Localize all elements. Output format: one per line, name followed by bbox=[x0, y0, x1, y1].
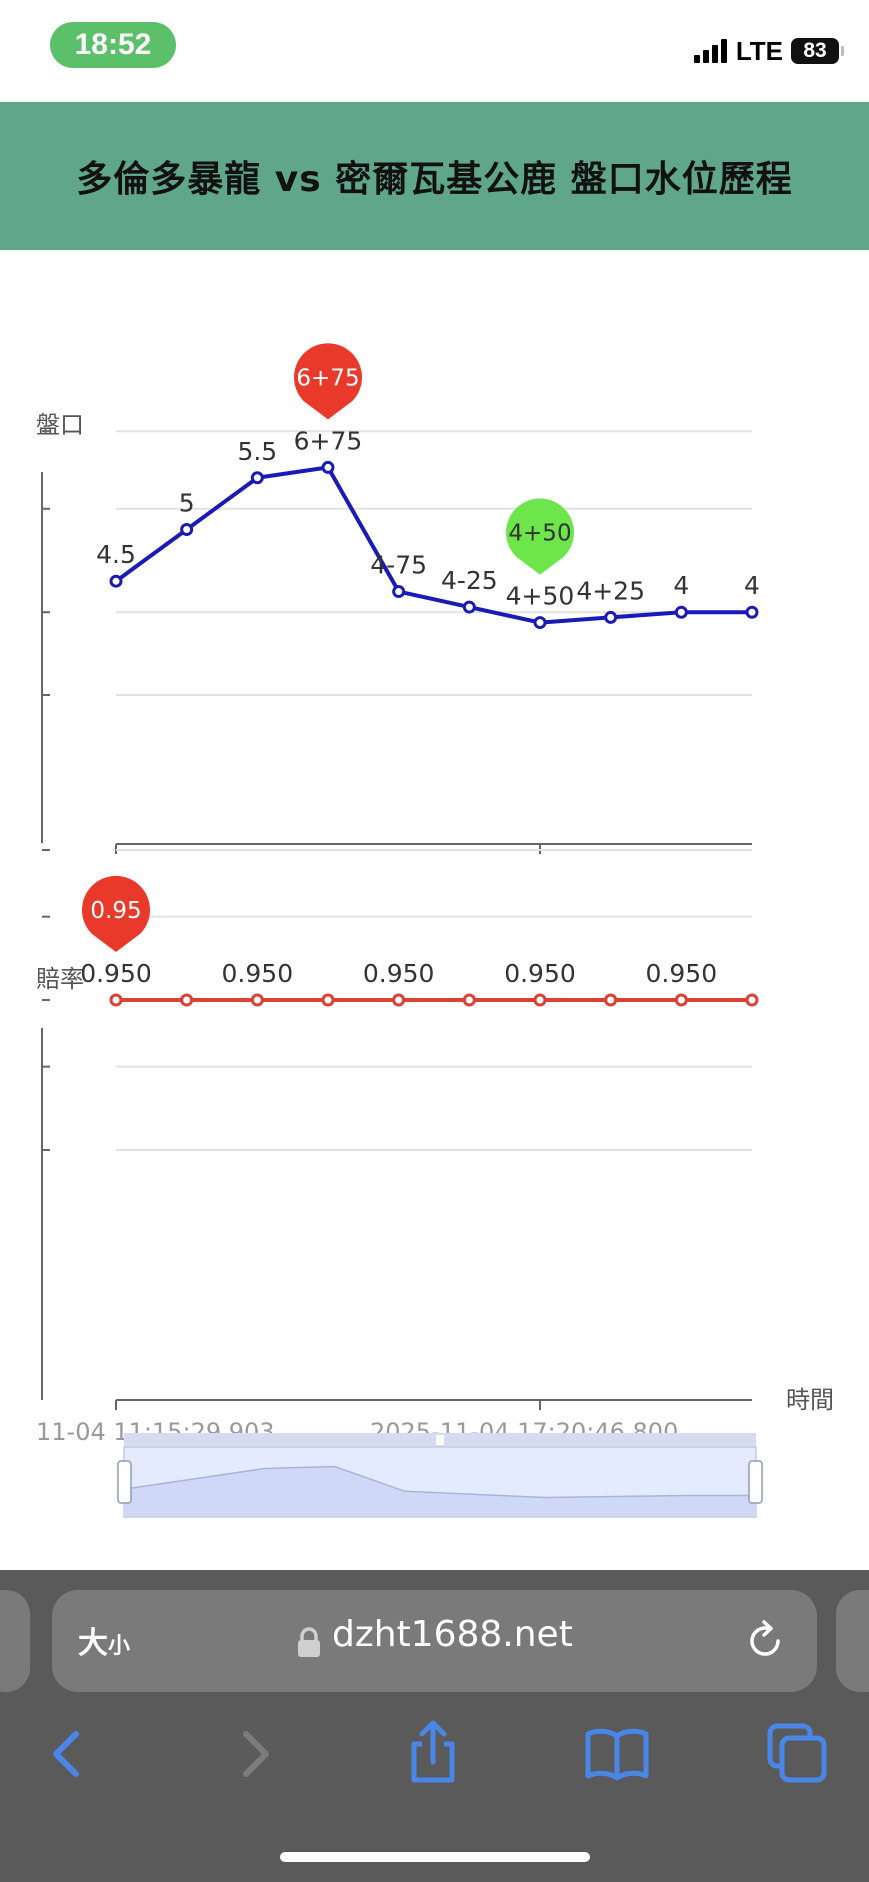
battery-icon: 83 bbox=[791, 38, 844, 64]
time-axis-title: 時間 bbox=[786, 1386, 834, 1414]
data-label: 4-25 bbox=[441, 566, 498, 595]
data-zoom-preview-line bbox=[123, 1465, 756, 1499]
markpoint-pin bbox=[293, 343, 362, 420]
data-point bbox=[109, 993, 123, 1007]
back-icon[interactable] bbox=[32, 1718, 102, 1788]
data-point bbox=[745, 993, 759, 1007]
data-label: 4.5 bbox=[96, 540, 136, 569]
data-label: 0.950 bbox=[646, 959, 718, 988]
data-point bbox=[250, 993, 264, 1007]
lock-icon bbox=[298, 1627, 320, 1657]
markpoint-label: 4+50 bbox=[508, 521, 571, 547]
data-zoom-handle-right[interactable] bbox=[748, 1460, 763, 1504]
odds-axis-title: 賠率 bbox=[36, 965, 84, 993]
data-point bbox=[604, 993, 618, 1007]
signal-icon bbox=[693, 39, 727, 63]
address-bar[interactable]: 大小 dzht1688.net bbox=[52, 1590, 817, 1692]
data-label: 0.950 bbox=[363, 959, 435, 988]
text-size-large: 大 bbox=[78, 1626, 108, 1661]
markpoint-label: 0.95 bbox=[90, 898, 141, 924]
page-title: 多倫多暴龍 vs 密爾瓦基公鹿 盤口水位歷程 bbox=[76, 159, 793, 200]
data-point bbox=[321, 460, 335, 474]
data-point bbox=[674, 993, 688, 1007]
data-label: 0.950 bbox=[504, 959, 576, 988]
previous-tab-preview[interactable] bbox=[0, 1590, 30, 1692]
data-point bbox=[250, 471, 264, 485]
handicap-axis-title: 盤口 bbox=[36, 411, 84, 439]
browser-toolbar: 大小 dzht1688.net bbox=[0, 1570, 869, 1882]
text-size-small: 小 bbox=[108, 1634, 131, 1659]
data-point bbox=[392, 585, 406, 599]
data-point bbox=[321, 993, 335, 1007]
data-point bbox=[533, 993, 547, 1007]
data-zoom-move-handle[interactable] bbox=[436, 1435, 444, 1445]
status-indicators: LTE 83 bbox=[693, 35, 844, 66]
data-point bbox=[180, 993, 194, 1007]
data-point bbox=[462, 993, 476, 1007]
data-zoom-preview-area bbox=[124, 1466, 756, 1516]
markpoint-pin bbox=[82, 875, 150, 952]
data-label: 6+75 bbox=[294, 426, 363, 455]
share-icon[interactable] bbox=[398, 1718, 468, 1788]
data-zoom-handle-left[interactable] bbox=[117, 1460, 132, 1504]
data-point bbox=[180, 522, 194, 536]
data-point bbox=[533, 616, 547, 630]
reload-icon[interactable] bbox=[744, 1620, 786, 1662]
data-label: 4-75 bbox=[370, 551, 427, 580]
data-label: 4+50 bbox=[506, 582, 575, 611]
text-size-button[interactable]: 大小 bbox=[78, 1618, 130, 1662]
network-type: LTE bbox=[735, 35, 783, 66]
page-header: 多倫多暴龍 vs 密爾瓦基公鹿 盤口水位歷程 bbox=[0, 102, 869, 250]
odds-chart: 賠率 時間 11-04 11:15:29.903 2025-11-04 17:2… bbox=[36, 849, 834, 1446]
data-zoom-slider[interactable] bbox=[117, 1433, 763, 1518]
charts-svg: 盤口 4.555.5 6+754-754-254+50 4+25 4 4 6+754+5… bbox=[36, 343, 834, 1518]
data-point bbox=[392, 993, 406, 1007]
data-label: 0.950 bbox=[222, 959, 294, 988]
forward-icon[interactable] bbox=[220, 1718, 290, 1788]
url-text[interactable]: dzht1688.net bbox=[332, 1614, 573, 1655]
data-label: 5 bbox=[179, 488, 195, 517]
data-point bbox=[462, 600, 476, 614]
data-point bbox=[745, 605, 759, 619]
data-label: 4 bbox=[744, 571, 760, 600]
chart-area: 盤口 4.5 5 5.5 6+75 4-75 4-25 4+50 4+25 4 4 6+75 4+5… bbox=[0, 250, 869, 1570]
handicap-chart: 盤口 4.555.5 6+754-754-254+50 4+25 4 4 6+754+5… bbox=[36, 343, 760, 854]
status-bar: 18:52 LTE 83 bbox=[0, 0, 869, 100]
bookmarks-icon[interactable] bbox=[582, 1718, 652, 1788]
markpoint-label: 6+75 bbox=[296, 365, 359, 391]
data-point bbox=[604, 610, 618, 624]
handicap-series-line bbox=[114, 465, 752, 625]
home-indicator bbox=[280, 1852, 590, 1862]
data-label: 0.950 bbox=[80, 959, 152, 988]
data-label: 4+25 bbox=[576, 576, 645, 605]
data-label: 4 bbox=[673, 571, 689, 600]
data-point bbox=[109, 574, 123, 588]
browser-nav-row bbox=[0, 1718, 869, 1798]
data-point bbox=[674, 605, 688, 619]
next-tab-preview[interactable] bbox=[836, 1590, 869, 1692]
markpoint-pin bbox=[505, 498, 574, 575]
data-label: 5.5 bbox=[237, 437, 277, 466]
status-time: 18:52 bbox=[50, 22, 176, 68]
tabs-icon[interactable] bbox=[762, 1718, 832, 1788]
